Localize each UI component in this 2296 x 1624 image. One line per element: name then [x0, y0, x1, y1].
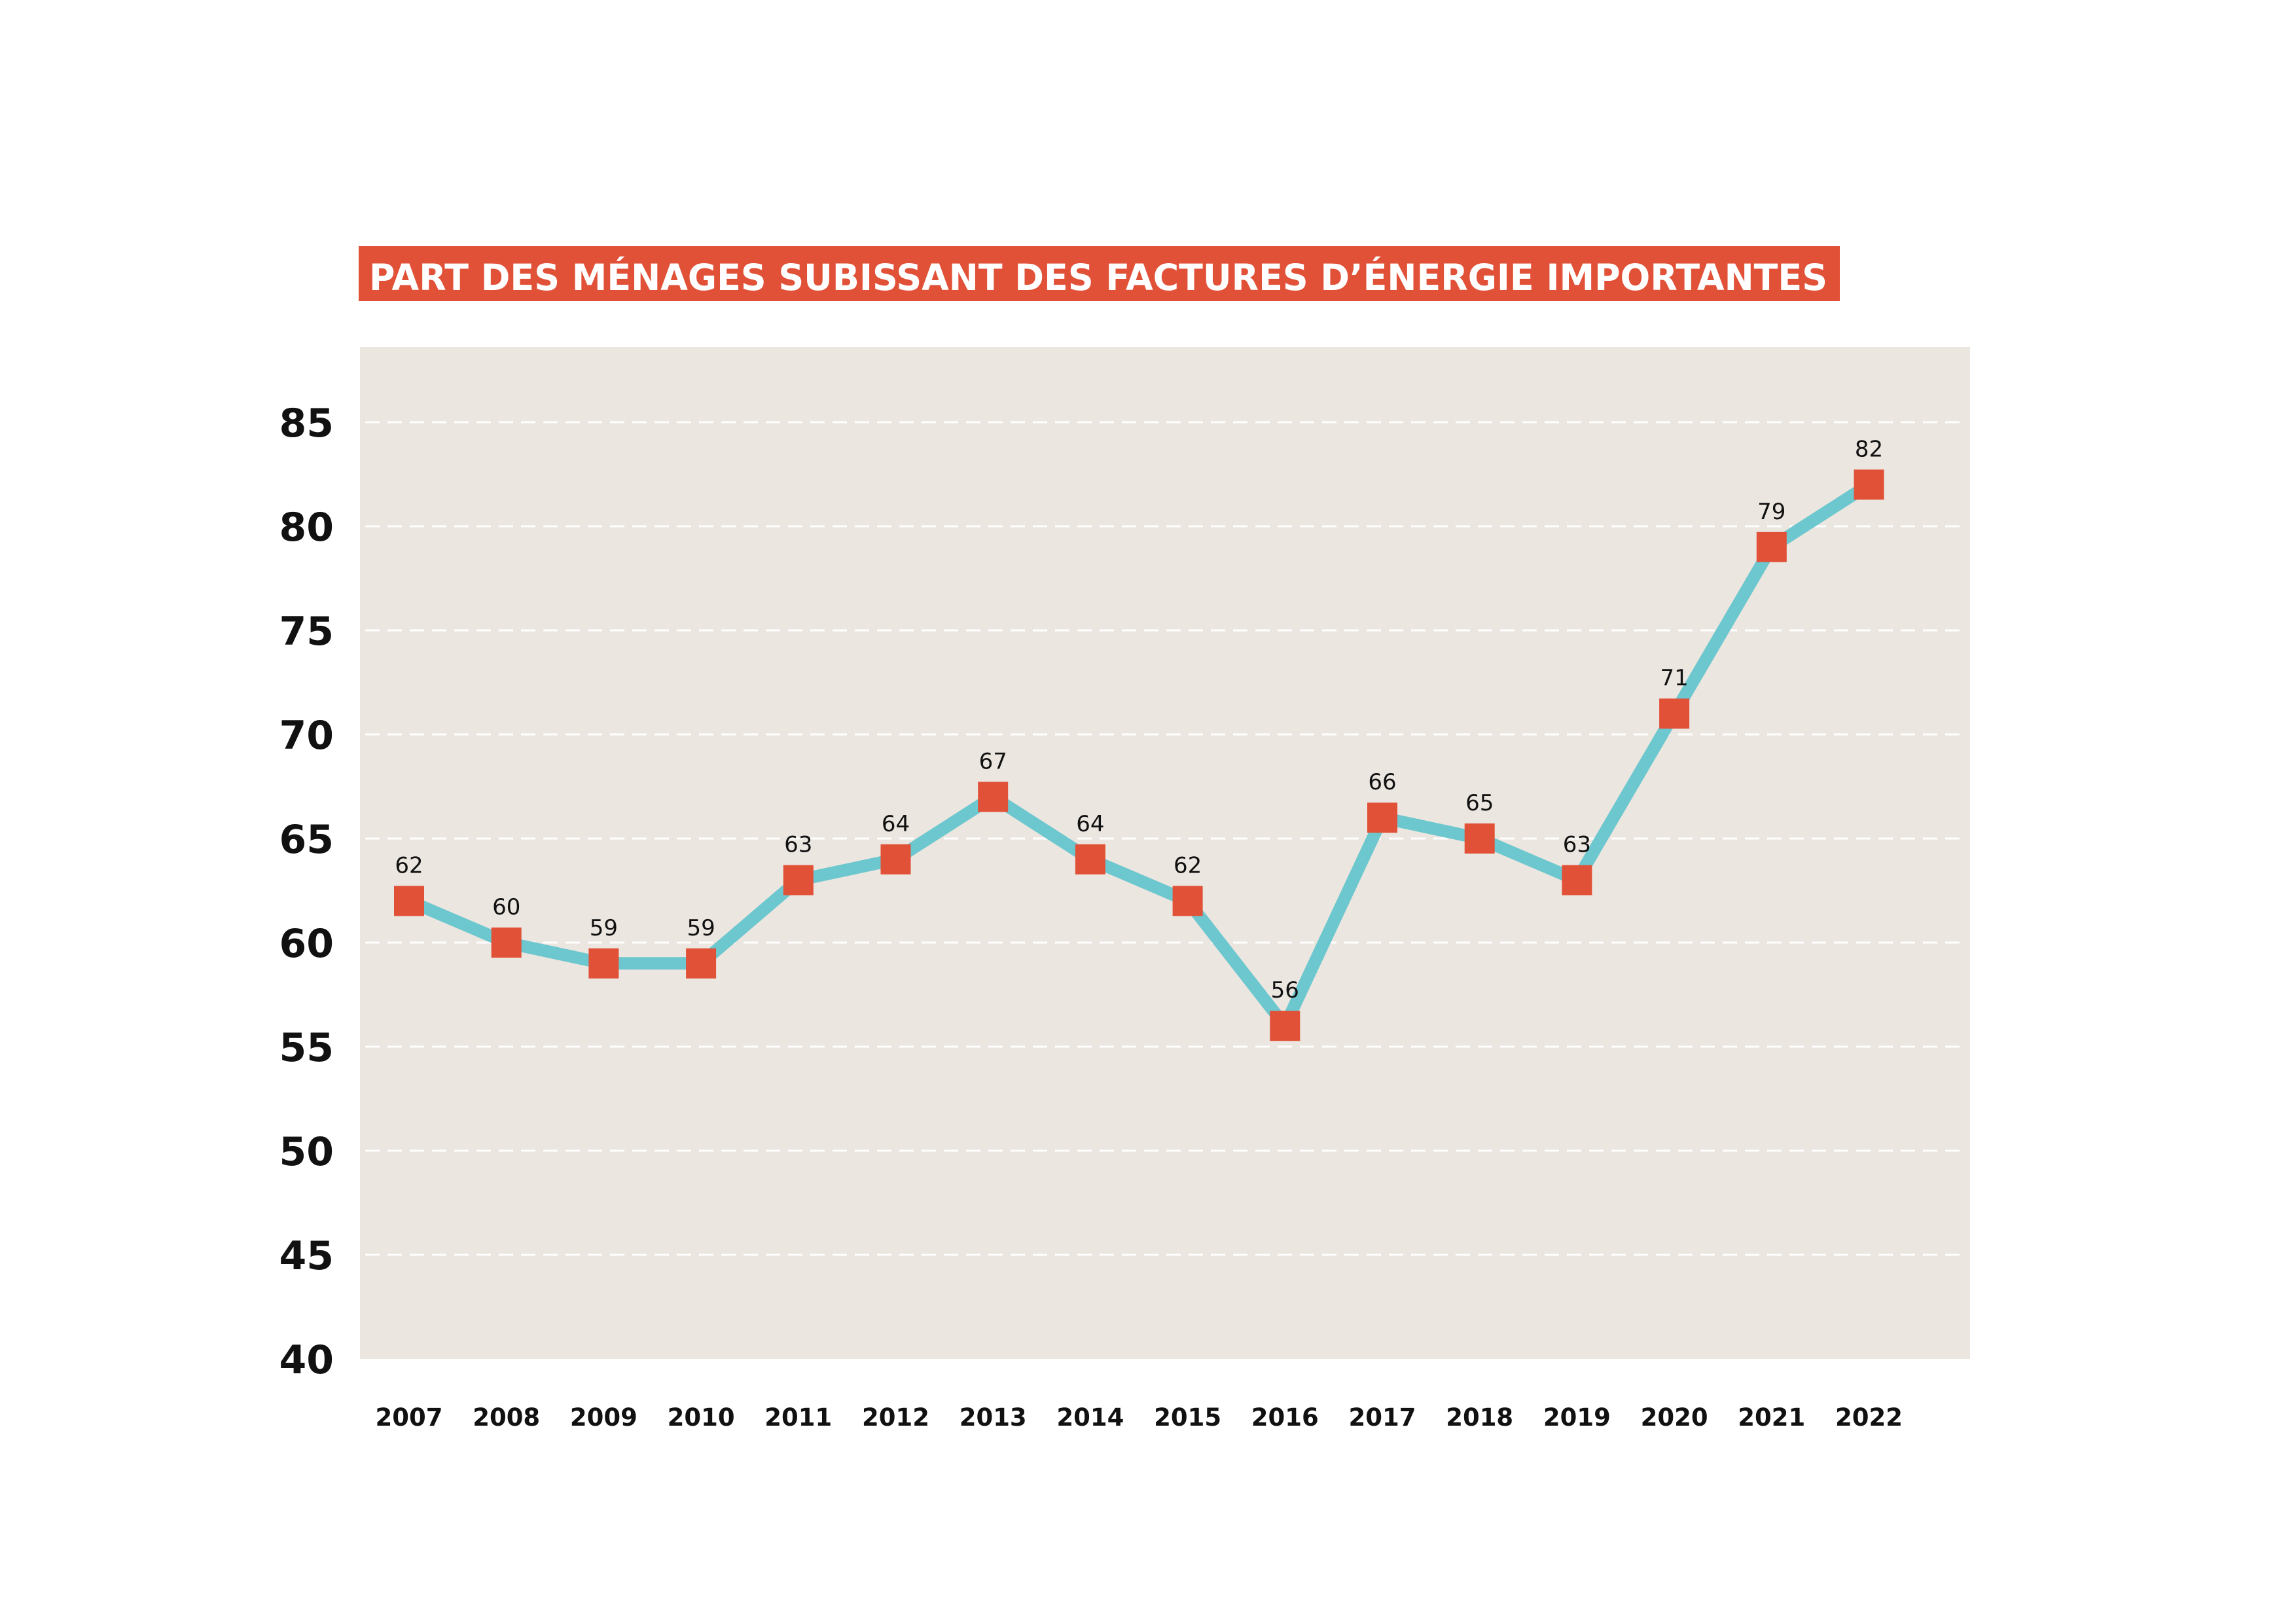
data-label: 71	[1660, 665, 1688, 691]
x-tick-label: 2020	[1641, 1403, 1708, 1432]
data-point-marker	[1075, 844, 1105, 875]
y-tick-label: 40	[279, 1337, 334, 1383]
data-point-marker	[978, 782, 1009, 812]
data-label: 62	[395, 852, 423, 878]
y-tick-label: 80	[279, 505, 334, 550]
data-label: 82	[1855, 436, 1883, 462]
x-tick-label: 2022	[1835, 1403, 1903, 1432]
data-point-marker	[1464, 823, 1495, 854]
y-tick-label: 70	[279, 713, 334, 759]
x-tick-label: 2019	[1543, 1403, 1611, 1432]
data-label: 63	[1563, 832, 1591, 858]
data-label: 59	[590, 915, 618, 941]
data-point-marker	[1367, 803, 1397, 833]
x-tick-label: 2011	[764, 1403, 832, 1432]
data-label: 62	[1174, 852, 1202, 878]
x-tick-label: 2015	[1154, 1403, 1221, 1432]
data-point-marker	[588, 948, 619, 979]
data-labels: 62 60 59 59 63 64 67 64 62 56 66 65 63 71 79 82	[395, 436, 1883, 1003]
chart-title-text: PART DES MÉNAGES SUBISSANT DES FACTURES …	[369, 256, 1827, 298]
y-tick-label: 60	[279, 921, 334, 967]
y-tick-label: 85	[279, 401, 334, 446]
y-tick-label: 45	[279, 1233, 334, 1279]
data-label: 67	[979, 748, 1007, 774]
series-line-path	[403, 478, 1875, 1032]
x-tick-label: 2021	[1738, 1403, 1805, 1432]
data-label: 65	[1465, 790, 1494, 816]
x-tick-label: 2013	[960, 1403, 1027, 1432]
y-tick-label: 65	[279, 817, 334, 863]
data-point-marker	[1562, 865, 1592, 895]
data-point-marker	[1659, 698, 1690, 729]
x-tick-label: 2009	[570, 1403, 637, 1432]
data-point-marker	[491, 928, 522, 958]
data-point-marker	[686, 948, 717, 979]
data-label: 64	[882, 811, 910, 837]
data-label: 59	[687, 915, 715, 941]
data-label: 63	[784, 832, 812, 858]
data-point-marker	[1756, 532, 1787, 562]
x-tick-label: 2014	[1056, 1403, 1124, 1432]
x-tick-label: 2016	[1251, 1403, 1319, 1432]
x-tick-label: 2017	[1349, 1403, 1416, 1432]
series-markers	[394, 469, 1884, 1041]
data-point-marker	[1172, 886, 1203, 916]
y-tick-label: 55	[279, 1025, 334, 1071]
y-axis-tick-labels: 40 45 50 55 60 65 70 75 80 85	[279, 401, 334, 1383]
data-point-marker	[1270, 1011, 1300, 1041]
data-label: 60	[492, 894, 520, 920]
y-tick-label: 75	[279, 609, 334, 655]
plot-area	[360, 347, 1970, 1359]
y-tick-label: 50	[279, 1129, 334, 1175]
x-tick-label: 2018	[1446, 1403, 1513, 1432]
data-point-marker	[880, 844, 911, 875]
data-point-marker	[1854, 469, 1884, 500]
data-label: 56	[1271, 977, 1299, 1003]
series-line	[403, 478, 1875, 1032]
x-tick-label: 2010	[668, 1403, 735, 1432]
x-tick-label: 2007	[376, 1403, 443, 1432]
data-point-marker	[783, 865, 814, 895]
x-tick-label: 2008	[473, 1403, 540, 1432]
x-tick-label: 2012	[862, 1403, 929, 1432]
chart-title-background	[359, 246, 1840, 301]
data-label: 79	[1757, 499, 1785, 525]
data-point-marker	[394, 886, 424, 916]
chart-title: PART DES MÉNAGES SUBISSANT DES FACTURES …	[359, 246, 1840, 301]
data-label: 64	[1076, 811, 1104, 837]
x-axis-tick-labels: 2007 2008 2009 2010 2011 2012 2013 2014 2015 2016…	[376, 1403, 1903, 1432]
data-label: 66	[1368, 769, 1396, 795]
